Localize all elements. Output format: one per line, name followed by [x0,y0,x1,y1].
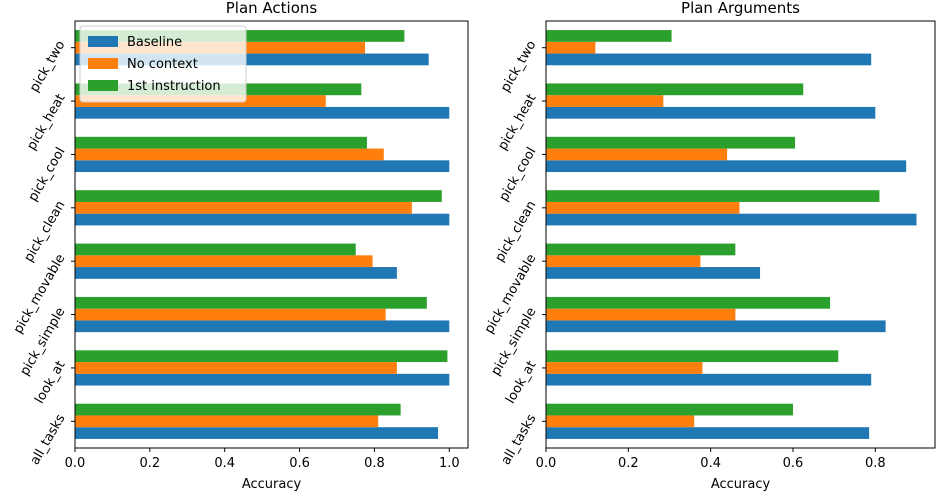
bar-baseline-pick-two [75,53,429,66]
x-tick-label: 0.6 [783,456,804,471]
y-tick-label: all_tasks [499,412,540,468]
y-tick-label: pick_heat [24,92,68,153]
bar-no-context-pick-movable [75,255,373,268]
y-tick-label: pick_clean [21,198,68,264]
bar-no-context-pick-simple [546,308,736,321]
x-tick-label: 0.4 [214,456,235,471]
y-tick-label: pick_heat [495,92,539,153]
x-tick-label: 0.8 [865,456,886,471]
y-tick-label: pick_cool [26,145,69,204]
bar-1st-instruction-pick-clean [75,190,442,202]
chart-title: Plan Arguments [681,0,800,17]
bar-baseline-pick-cool [546,160,907,173]
bar-no-context-all-tasks [75,415,379,428]
bar-1st-instruction-look-at [75,350,448,363]
bar-baseline-pick-clean [75,213,450,226]
bar-baseline-look-at [75,373,450,386]
x-axis-label: Accuracy [711,477,771,492]
legend-label-baseline: Baseline [127,35,182,50]
bar-1st-instruction-all-tasks [75,403,401,416]
bar-baseline-all-tasks [75,427,439,439]
x-tick-label: 0.0 [536,456,557,471]
x-tick-label: 1.0 [439,456,460,471]
legend-swatch-baseline [88,36,118,47]
bar-no-context-look-at [546,362,703,374]
chart-title: Plan Actions [226,0,318,17]
bar-1st-instruction-pick-heat [546,83,804,96]
plan-actions-panel: Plan Actionsall_taskslook_atpick_simplep… [11,0,469,492]
bar-1st-instruction-pick-cool [75,136,367,149]
bar-no-context-pick-cool [546,148,728,161]
x-tick-label: 0.6 [289,456,310,471]
bar-no-context-all-tasks [546,415,695,428]
bar-1st-instruction-pick-movable [546,243,736,256]
legend-label-no-context: No context [127,57,198,72]
x-tick-label: 0.2 [140,456,161,471]
bar-1st-instruction-look-at [546,350,839,363]
x-tick-label: 0.2 [618,456,639,471]
bar-1st-instruction-pick-movable [75,243,356,256]
bar-1st-instruction-pick-simple [546,296,831,309]
y-tick-label: pick_two [498,38,539,95]
x-tick-label: 0.4 [700,456,721,471]
bar-baseline-pick-two [546,53,872,66]
bar-baseline-pick-simple [546,320,886,333]
bar-baseline-pick-heat [75,106,450,119]
x-axis-label: Accuracy [242,477,302,492]
bar-baseline-pick-simple [75,320,450,333]
y-tick-label: all_tasks [28,412,69,468]
legend: Baseline No context 1st instruction [79,25,247,103]
plan-arguments-panel: Plan Argumentsall_taskslook_atpick_simpl… [482,0,936,492]
bar-baseline-pick-cool [75,160,450,173]
bar-1st-instruction-pick-cool [546,136,796,149]
bar-1st-instruction-pick-simple [75,296,427,309]
y-tick-label: pick_two [27,38,68,95]
legend-label-1st-instruction: 1st instruction [127,79,221,94]
y-tick-label: pick_cool [497,145,540,204]
legend-swatch-no-context [88,58,118,69]
legend-swatch-1st-instruction [88,80,118,91]
bar-no-context-pick-clean [546,201,740,214]
bar-no-context-look-at [75,362,397,374]
bar-baseline-pick-movable [75,267,397,279]
bar-no-context-pick-movable [546,255,701,268]
x-tick-label: 0.0 [65,456,86,471]
bar-baseline-pick-heat [546,106,876,119]
bar-no-context-pick-simple [75,308,386,321]
bar-1st-instruction-pick-two [546,30,672,42]
bar-baseline-look-at [546,373,872,386]
x-tick-label: 0.8 [364,456,385,471]
plot-frame [545,20,936,449]
y-tick-label: pick_clean [492,198,539,264]
bar-no-context-pick-cool [75,148,384,161]
bar-no-context-pick-clean [75,201,412,214]
bar-baseline-all-tasks [546,427,870,439]
plot-frame [74,20,469,449]
bar-baseline-pick-clean [546,213,917,226]
bar-no-context-pick-heat [546,95,664,107]
bar-no-context-pick-two [546,41,596,54]
bar-1st-instruction-pick-clean [546,190,880,202]
legend-box [79,25,247,103]
bar-baseline-pick-movable [546,267,761,279]
bar-1st-instruction-all-tasks [546,403,793,416]
